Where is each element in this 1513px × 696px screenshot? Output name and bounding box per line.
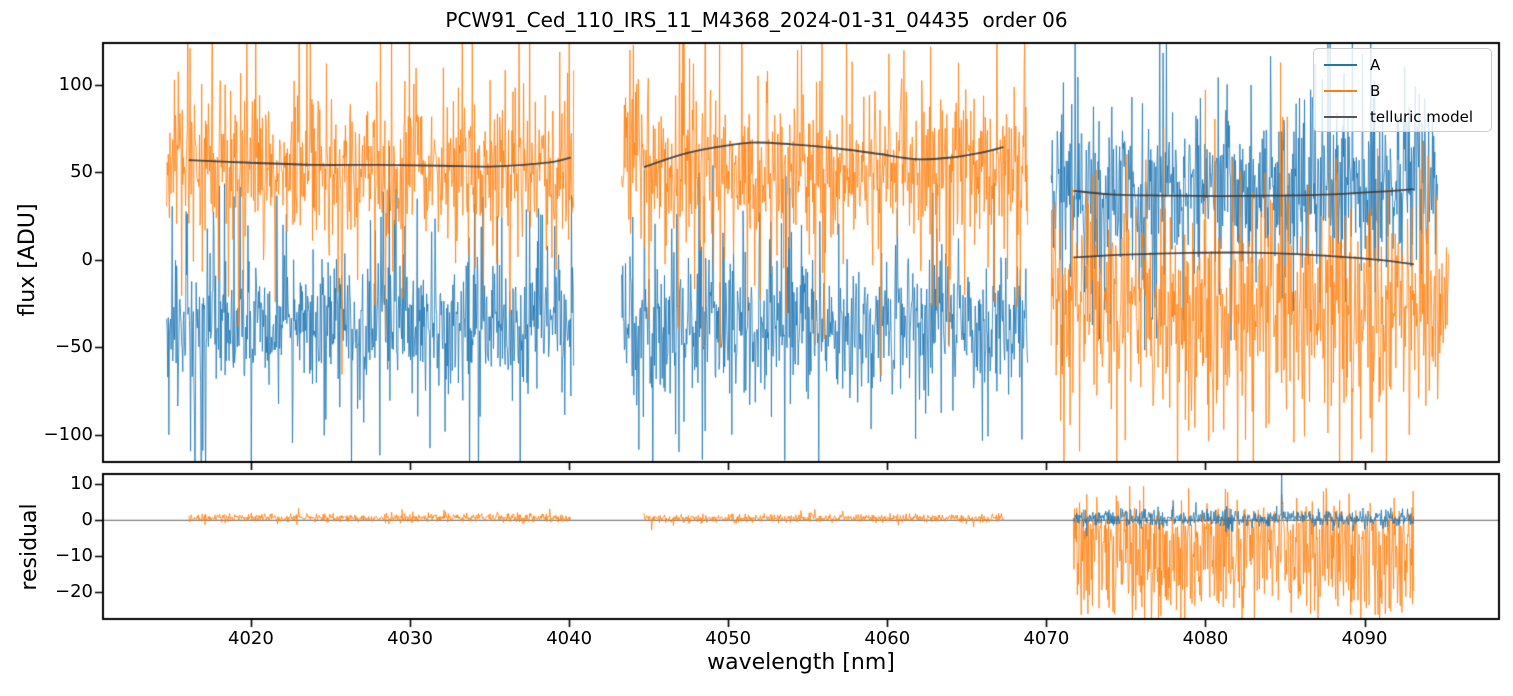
residual-y-tick-label-10: 10 [70,473,93,495]
x-tick-label-4080: 4080 [1182,628,1229,649]
legend-label-A: A [1370,55,1381,74]
residual-y-tick-label-−20: −20 [55,581,93,603]
x-tick-label-4090: 4090 [1341,628,1388,649]
residual-y-tick-label-−10: −10 [55,545,93,567]
x-axis-label: wavelength [nm] [707,650,895,675]
x-tick-label-4020: 4020 [228,628,274,649]
legend-label-B: B [1370,81,1381,100]
flux-y-tick-label-100: 100 [58,73,93,95]
legend-entry-B: B [1314,78,1491,104]
x-tick-label-4040: 4040 [546,628,593,649]
x-tick-label-4060: 4060 [864,628,911,649]
x-tick-label-4070: 4070 [1023,628,1070,649]
flux-y-tick-label-−50: −50 [55,336,93,358]
plot-title: PCW91_Ced_110_IRS_11_M4368_2024-01-31_04… [445,8,1068,32]
flux-y-tick-label-0: 0 [81,248,93,270]
legend-entry-A: A [1314,52,1491,78]
x-tick-label-4030: 4030 [387,628,433,649]
legend-line-sample-A [1324,64,1357,66]
residual-y-tick-label-0: 0 [81,509,93,531]
flux-y-tick-label-50: 50 [70,161,93,183]
legend-entry-telluric: telluric model [1314,104,1491,130]
legend-label-telluric: telluric model [1370,107,1474,126]
flux-y-tick-label-−100: −100 [43,424,93,446]
legend-line-sample-telluric [1324,116,1357,118]
x-tick-label-4050: 4050 [705,628,752,649]
legend-line-sample-B [1324,90,1357,92]
